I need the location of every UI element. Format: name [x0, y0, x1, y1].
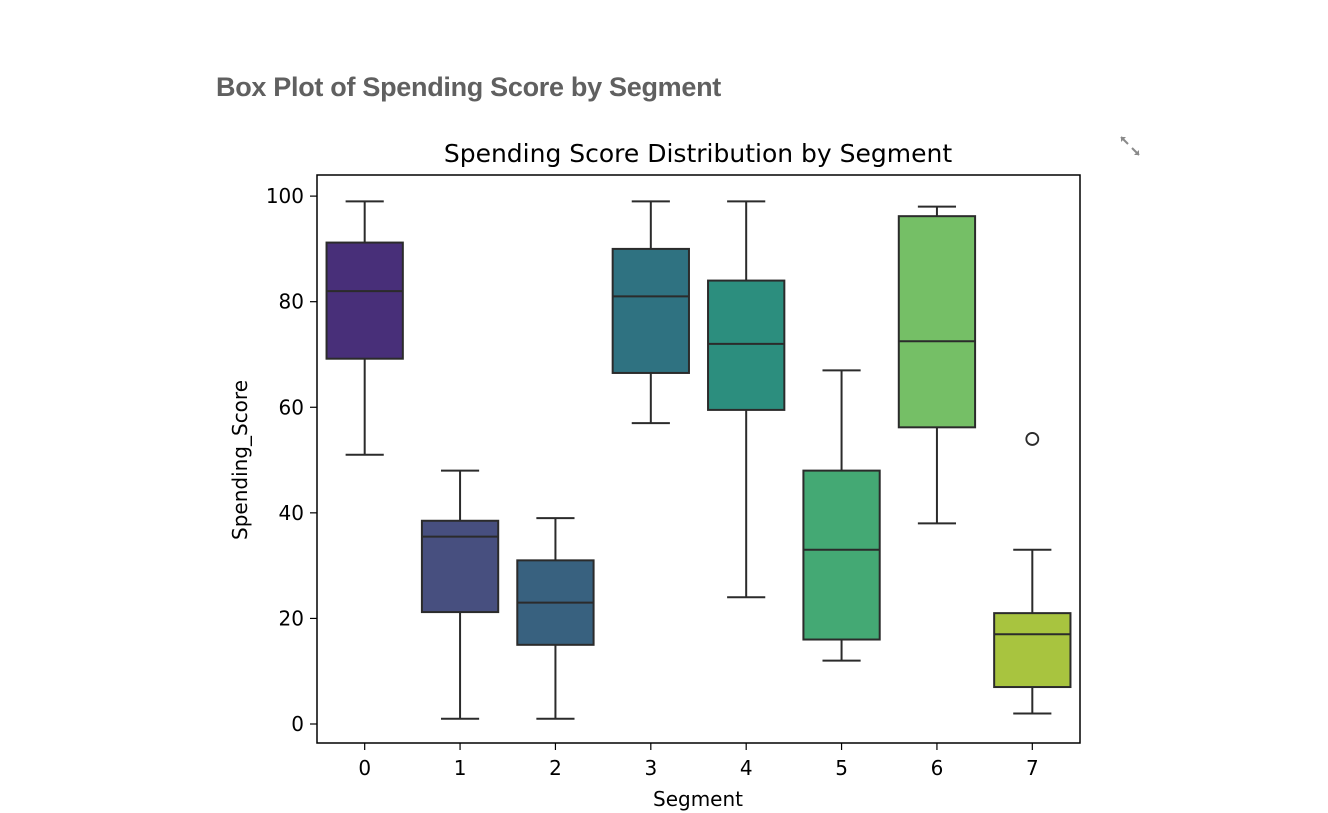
box-iqr	[897, 215, 977, 429]
x-tick-label: 3	[644, 756, 657, 780]
expand-arrows-icon	[1120, 136, 1140, 156]
section-heading: Box Plot of Spending Score by Segment	[216, 72, 721, 102]
box-iqr	[325, 241, 404, 360]
box-segment-2	[516, 517, 595, 720]
box-segment-6	[897, 205, 977, 525]
x-axis: 0 1 2 3 4 5 6 7	[358, 743, 1039, 780]
x-tick-label: 2	[549, 756, 562, 780]
box-segment-1	[420, 469, 500, 720]
boxes	[325, 200, 1072, 720]
y-tick-label: 60	[279, 395, 304, 419]
box-iqr	[420, 519, 500, 614]
x-tick-label: 0	[358, 756, 371, 780]
box-segment-0	[325, 200, 404, 456]
box-segment-7	[993, 432, 1072, 715]
x-axis-label: Segment	[653, 787, 743, 811]
x-tick-label: 5	[835, 756, 848, 780]
box-iqr	[611, 247, 690, 374]
x-tick-label: 1	[454, 756, 467, 780]
box-iqr	[802, 469, 881, 641]
y-tick-label: 100	[266, 184, 304, 208]
box-segment-5	[802, 369, 881, 662]
plot-frame	[316, 174, 1081, 744]
box-segment-3	[611, 200, 690, 425]
box-iqr	[993, 612, 1072, 689]
outlier-point	[1025, 432, 1040, 446]
y-tick-label: 0	[291, 712, 304, 736]
y-axis: 0 20 40 60 80 100	[266, 184, 317, 736]
y-tick-label: 20	[279, 606, 304, 630]
box-segment-4	[707, 200, 786, 599]
plot-area	[316, 174, 1081, 744]
y-tick-label: 80	[279, 290, 304, 314]
box-iqr	[707, 279, 786, 411]
y-axis-label: Spending_Score	[228, 380, 252, 540]
x-tick-label: 6	[931, 756, 944, 780]
x-tick-label: 7	[1026, 756, 1039, 780]
expand-button[interactable]	[1116, 132, 1144, 160]
chart-title: Spending Score Distribution by Segment	[444, 139, 953, 168]
x-tick-label: 4	[740, 756, 753, 780]
y-tick-label: 40	[279, 501, 304, 525]
